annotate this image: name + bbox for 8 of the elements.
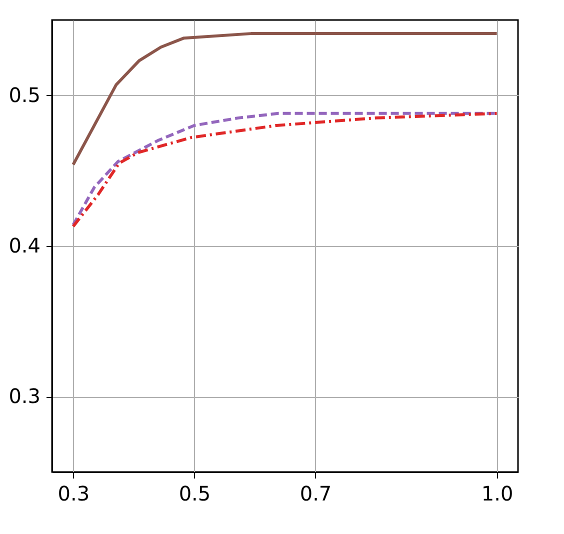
- x-tick-label: 0.3: [58, 482, 90, 506]
- y-tick-label: 0.3: [8, 384, 40, 408]
- x-tick-label: 1.0: [481, 482, 514, 506]
- x-tick-label: 0.5: [178, 482, 211, 506]
- y-tick-label: 0.4: [8, 234, 40, 258]
- line-series: [72, 32, 498, 166]
- y-tick-label: 0.5: [8, 82, 40, 107]
- x-tick-label: 0.7: [300, 482, 332, 506]
